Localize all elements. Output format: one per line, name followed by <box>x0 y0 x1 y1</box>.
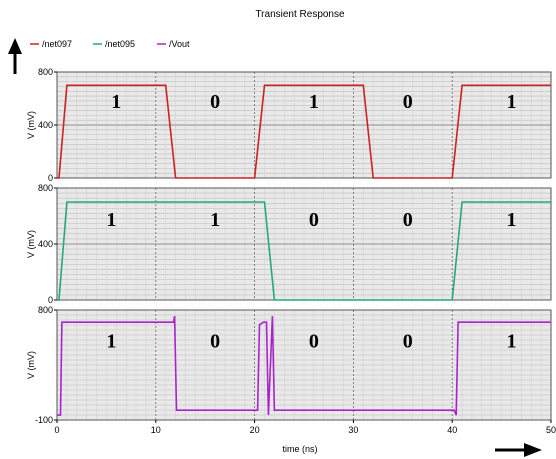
bit-label: 0 <box>403 330 413 352</box>
panel: 0 400 800 V (mV) 1 0 1 0 1 <box>26 67 552 183</box>
y-axis-label: V (mV) <box>26 230 36 258</box>
bit-label: 0 <box>403 91 413 113</box>
y-tick-label: 800 <box>38 67 53 77</box>
x-tick-label: 30 <box>348 425 358 435</box>
x-tick-label: 20 <box>250 425 260 435</box>
x-tick-label: 50 <box>546 425 556 435</box>
y-tick-label: 400 <box>38 239 53 249</box>
bit-label: 0 <box>210 91 220 113</box>
bit-label: 0 <box>210 330 220 352</box>
x-tick-label: 0 <box>54 425 59 435</box>
x-axis: 0 10 20 30 40 50 <box>54 420 556 435</box>
x-tick-label: 40 <box>447 425 457 435</box>
y-tick-label: 800 <box>38 305 53 315</box>
legend-label: /Vout <box>169 39 190 49</box>
bit-label: 1 <box>106 209 116 231</box>
panel: 0 400 800 V (mV) 1 1 0 0 1 <box>26 183 552 305</box>
legend: /net097/net095/Vout <box>30 39 190 49</box>
legend-label: /net095 <box>105 39 135 49</box>
panel: -100 800 V (mV) 1 0 0 0 1 <box>26 305 552 425</box>
legend-label: /net097 <box>42 39 72 49</box>
up-arrow-icon <box>8 38 22 74</box>
y-tick-label: 0 <box>48 173 53 183</box>
right-arrow-icon <box>495 443 542 457</box>
series-line <box>57 84 551 179</box>
y-tick-label: 800 <box>38 183 53 193</box>
panel-border <box>56 309 552 421</box>
bit-label: 0 <box>403 209 413 231</box>
y-tick-label: 0 <box>48 295 53 305</box>
bit-label: 0 <box>309 330 319 352</box>
y-tick-label: -100 <box>35 415 53 425</box>
bit-label: 1 <box>506 330 516 352</box>
series-line <box>57 201 551 301</box>
bit-label: 0 <box>309 209 319 231</box>
x-tick-label: 10 <box>151 425 161 435</box>
y-tick-label: 400 <box>38 120 53 130</box>
y-axis-label: V (mV) <box>26 351 36 379</box>
x-axis-label: time (ns) <box>282 444 317 454</box>
bit-label: 1 <box>309 91 319 113</box>
bit-label: 1 <box>106 330 116 352</box>
chart-title: Transient Response <box>255 9 345 20</box>
series-line <box>57 315 551 416</box>
bit-label: 1 <box>111 91 121 113</box>
bit-label: 1 <box>506 91 516 113</box>
y-axis-label: V (mV) <box>26 111 36 139</box>
bit-label: 1 <box>506 209 516 231</box>
bit-label: 1 <box>210 209 220 231</box>
